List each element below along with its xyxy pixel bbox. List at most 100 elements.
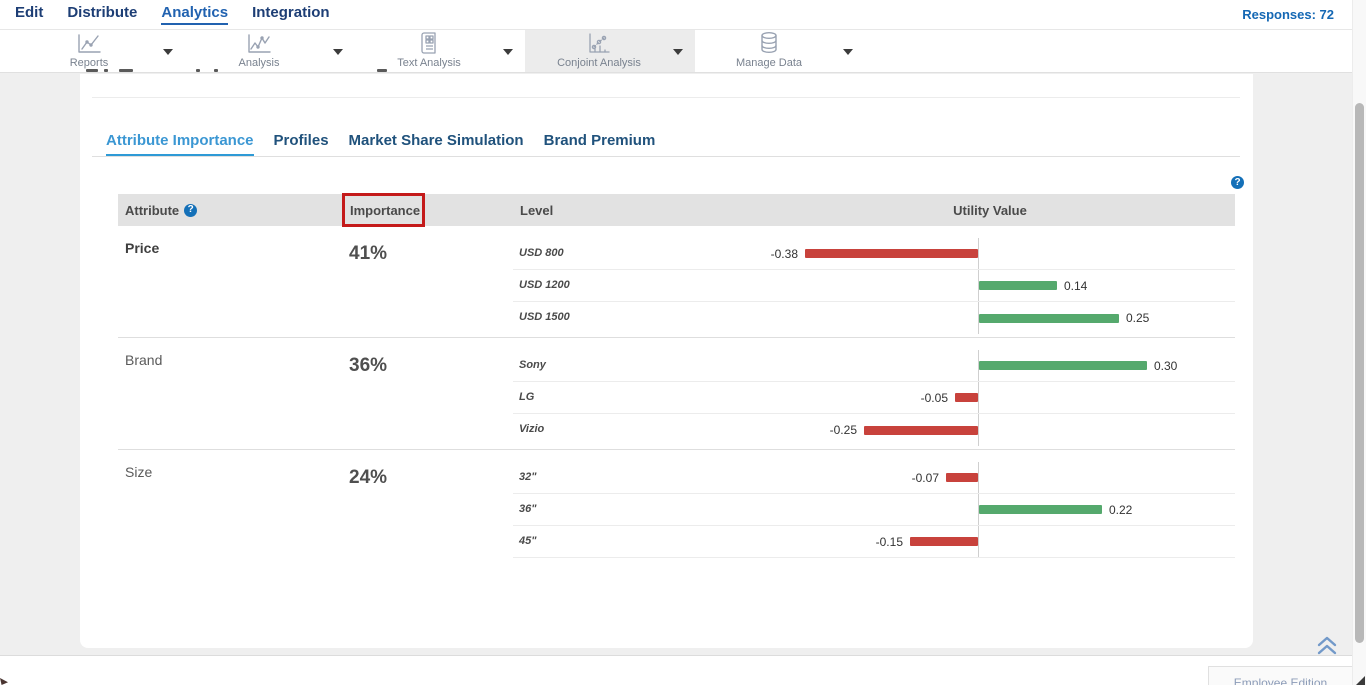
utility-bar-group: 0.14 (979, 270, 1087, 301)
dropdown-caret-icon[interactable] (333, 49, 343, 55)
attribute-help-icon[interactable]: ? (184, 203, 198, 217)
edition-label: Employee Edition (1233, 676, 1328, 685)
database-icon (756, 32, 782, 55)
utility-column-header: Utility Value (953, 202, 1027, 218)
nav-item-analytics[interactable]: Analytics (161, 4, 229, 25)
help-icon[interactable]: ? (1231, 176, 1244, 189)
attribute-group: Brand 36% Sony 0.30 LG -0.05 Vizio -0.25 (118, 338, 1235, 450)
utility-bar-group: -0.07 (912, 462, 978, 493)
utility-bar-area: 0.25 (745, 302, 1235, 334)
tab-attribute-importance[interactable]: Attribute Importance (106, 132, 254, 157)
dropdown-caret-icon[interactable] (163, 49, 173, 55)
attribute-group: Size 24% 32" -0.07 36" 0.22 45" -0.15 (118, 450, 1235, 561)
utility-value-label: 0.25 (1126, 311, 1150, 325)
conjoint-tabs: Attribute Importance Profiles Market Share… (106, 132, 655, 157)
reports-chart-icon (76, 33, 102, 55)
importance-column-header: Importance (350, 202, 421, 218)
analytics-toolbar: Reports Analysis Text Analysis Conjoint … (0, 30, 1354, 73)
attribute-importance-table: Attribute ? Importance Level Utility Val… (118, 193, 1235, 561)
vertical-scrollbar[interactable] (1352, 0, 1366, 685)
tab-brand-premium[interactable]: Brand Premium (543, 132, 656, 149)
nav-item-edit[interactable]: Edit (15, 4, 44, 21)
utility-bar-area: -0.05 (745, 382, 1235, 413)
tabs-underline (92, 156, 1240, 157)
level-row: USD 1500 0.25 (513, 302, 1235, 334)
nav-item-integration[interactable]: Integration (252, 4, 330, 21)
negative-utility-bar (805, 249, 978, 258)
level-label: USD 1500 (519, 311, 570, 323)
attribute-group: Price 41% USD 800 -0.38 USD 1200 0.14 US… (118, 226, 1235, 338)
utility-value-label: -0.15 (875, 534, 903, 549)
edition-badge: Employee Edition (1208, 666, 1353, 685)
double-chevron-up-icon (1317, 636, 1337, 655)
level-row: 36" 0.22 (513, 494, 1235, 526)
toolbar-item-label: Conjoint Analysis (557, 57, 641, 69)
content-card: Attribute Importance Profiles Market Share… (80, 74, 1253, 648)
level-label: USD 1200 (519, 279, 570, 291)
tab-market-share-simulation[interactable]: Market Share Simulation (348, 132, 524, 149)
utility-value-label: -0.05 (920, 390, 948, 405)
utility-bar-group: -0.38 (771, 238, 978, 269)
positive-utility-bar (979, 361, 1147, 370)
level-row: Sony 0.30 (513, 350, 1235, 382)
zero-axis-line (978, 414, 979, 446)
utility-bar-area: -0.15 (745, 526, 1235, 557)
dropdown-caret-icon[interactable] (843, 49, 853, 55)
utility-value-label: 0.30 (1154, 358, 1178, 373)
level-label: Vizio (519, 423, 545, 435)
tab-profiles[interactable]: Profiles (273, 132, 329, 149)
conjoint-analysis-icon (586, 33, 612, 55)
utility-bar-group: -0.25 (830, 414, 978, 446)
utility-bar-group: 0.22 (979, 494, 1132, 525)
toolbar-item-conjoint-analysis[interactable]: Conjoint Analysis (557, 33, 641, 69)
level-row: 32" -0.07 (513, 462, 1235, 494)
toolbar-item-manage-data[interactable]: Manage Data (736, 32, 802, 69)
positive-utility-bar (979, 313, 1119, 323)
utility-bar-group: 0.25 (979, 302, 1149, 334)
zero-axis-line (978, 526, 979, 557)
nav-item-distribute[interactable]: Distribute (67, 4, 138, 21)
scrollbar-thumb[interactable] (1355, 103, 1364, 643)
level-label: USD 800 (519, 247, 564, 259)
utility-bar-area: 0.22 (745, 494, 1235, 525)
zero-axis-line (978, 302, 979, 334)
utility-bar-area: -0.38 (745, 238, 1235, 269)
zero-axis-line (978, 462, 979, 493)
responses-link[interactable]: Responses: 72 (1242, 7, 1334, 22)
toolbar-item-text-analysis[interactable]: Text Analysis (397, 32, 461, 69)
dropdown-caret-icon[interactable] (503, 49, 513, 55)
utility-value-label: 0.22 (1109, 502, 1133, 517)
toolbar-unit-reports: Reports (15, 30, 185, 72)
level-row: 45" -0.15 (513, 526, 1235, 558)
negative-utility-bar (910, 537, 978, 546)
utility-bar-area: -0.07 (745, 462, 1235, 493)
level-label: LG (519, 391, 535, 403)
utility-bar-group: 0.30 (979, 350, 1177, 381)
importance-value: 36% (349, 355, 388, 376)
utility-value-label: 0.14 (1064, 278, 1088, 293)
level-row: USD 800 -0.38 (513, 238, 1235, 270)
toolbar-unit-manage-data: Manage Data (695, 30, 865, 72)
level-column-header: Level (520, 202, 554, 218)
dropdown-caret-icon[interactable] (673, 49, 683, 55)
zero-axis-line (978, 238, 979, 269)
cursor-artifact-bottom-right (1356, 676, 1365, 685)
table-header-row: Attribute ? Importance Level Utility Val… (118, 193, 1235, 227)
negative-utility-bar (864, 425, 978, 435)
level-row: USD 1200 0.14 (513, 270, 1235, 302)
utility-bar-group: -0.05 (921, 382, 978, 413)
level-label: Sony (519, 359, 546, 371)
scroll-to-top-button[interactable] (1316, 635, 1338, 660)
top-nav: Edit Distribute Analytics Integration Respo… (0, 0, 1354, 30)
cursor-artifact-bottom-left (0, 678, 8, 685)
attribute-name: Brand (125, 352, 163, 368)
toolbar-item-analysis[interactable]: Analysis (239, 33, 279, 69)
attribute-name: Price (125, 240, 160, 256)
positive-utility-bar (979, 281, 1057, 290)
toolbar-item-label: Text Analysis (397, 57, 461, 69)
zero-axis-line (978, 382, 979, 413)
text-analysis-icon (417, 32, 441, 55)
negative-utility-bar (946, 473, 978, 482)
toolbar-item-reports[interactable]: Reports (70, 33, 108, 69)
utility-value-label: -0.38 (770, 246, 798, 261)
